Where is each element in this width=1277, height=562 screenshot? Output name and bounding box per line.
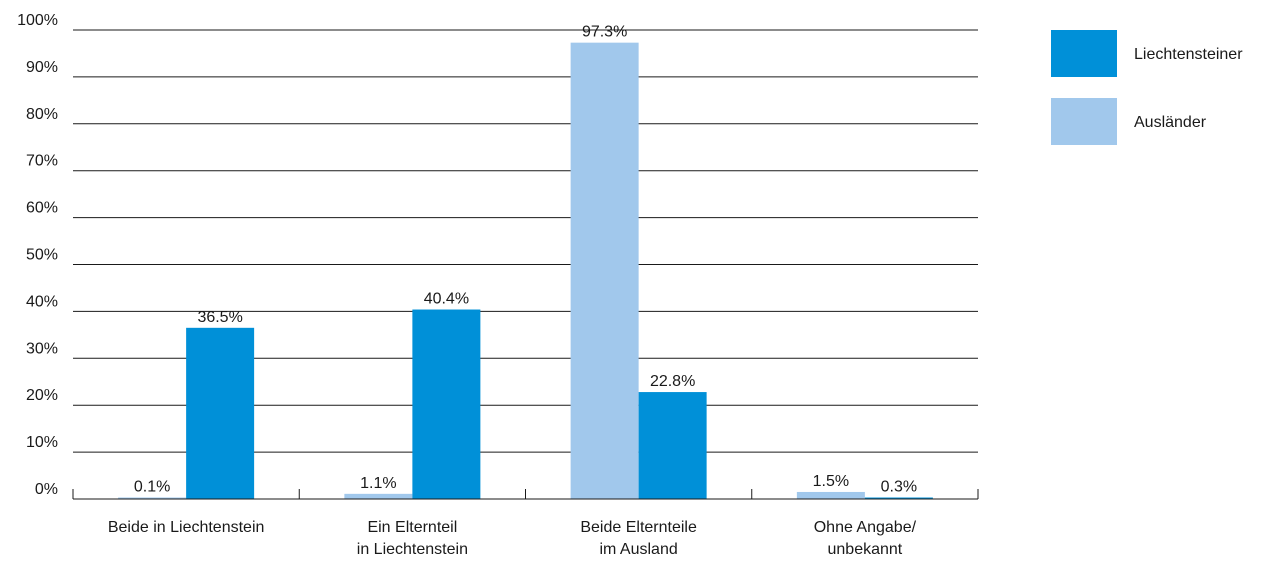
bar — [186, 327, 255, 499]
y-axis-tick-labels: 0% 10% 20% 30% 40% 50% 60% 70% 80% 90% 100% — [17, 12, 58, 498]
bar — [412, 309, 481, 499]
bar — [118, 497, 187, 499]
category-label-line: unbekannt — [828, 541, 903, 558]
data-label: 1.5% — [813, 473, 849, 490]
data-label: 0.1% — [134, 479, 170, 496]
category-label-line: Ein Elternteil — [367, 519, 457, 536]
bar — [570, 42, 639, 500]
legend-swatch — [1051, 30, 1117, 77]
y-tick-label: 90% — [26, 59, 58, 76]
data-label: 22.8% — [650, 373, 695, 390]
bar — [864, 497, 933, 499]
y-tick-label: 50% — [26, 247, 58, 264]
data-label: 36.5% — [197, 309, 242, 326]
y-tick-label: 100% — [17, 12, 58, 29]
category-label-line: Beide in Liechtenstein — [108, 519, 265, 536]
data-label: 97.3% — [582, 24, 627, 41]
category-label: Ohne Angabe/unbekannt — [814, 519, 917, 558]
y-tick-label: 10% — [26, 434, 58, 451]
category-label: Beide in Liechtenstein — [108, 519, 265, 536]
y-tick-label: 20% — [26, 387, 58, 404]
data-label: 40.4% — [424, 291, 469, 308]
category-labels: Beide in Liechtenstein Ein Elternteil in L… — [108, 519, 917, 558]
data-label: 0.3% — [881, 479, 917, 496]
y-tick-label: 0% — [35, 481, 58, 498]
y-tick-label: 30% — [26, 340, 58, 357]
y-tick-label: 60% — [26, 200, 58, 217]
category-label: Ein Elternteil in Liechtenstein — [357, 519, 468, 558]
y-tick-label: 40% — [26, 293, 58, 310]
data-labels: 0.1% 36.5% 1.1% 40.4% 97.3% 22.8% 1.5% 0.3% — [134, 24, 917, 496]
data-label: 1.1% — [360, 475, 396, 492]
bar — [638, 392, 707, 499]
category-label-line: Ohne Angabe/ — [814, 519, 917, 536]
legend-label: Ausländer — [1134, 114, 1207, 131]
y-tick-label: 80% — [26, 106, 58, 123]
category-label-line: in Liechtenstein — [357, 541, 468, 558]
bars — [118, 42, 933, 500]
y-tick-label: 70% — [26, 153, 58, 170]
category-label: Beide Elternteile im Ausland — [580, 519, 697, 558]
legend-swatch — [1051, 98, 1117, 145]
legend-label: Liechtensteiner — [1134, 46, 1243, 63]
bar — [796, 491, 865, 499]
category-label-line: im Ausland — [599, 541, 677, 558]
x-axis — [72, 489, 979, 500]
bar — [344, 493, 413, 499]
legend: Liechtensteiner Ausländer — [1051, 30, 1243, 145]
category-label-line: Beide Elternteile — [580, 519, 697, 536]
